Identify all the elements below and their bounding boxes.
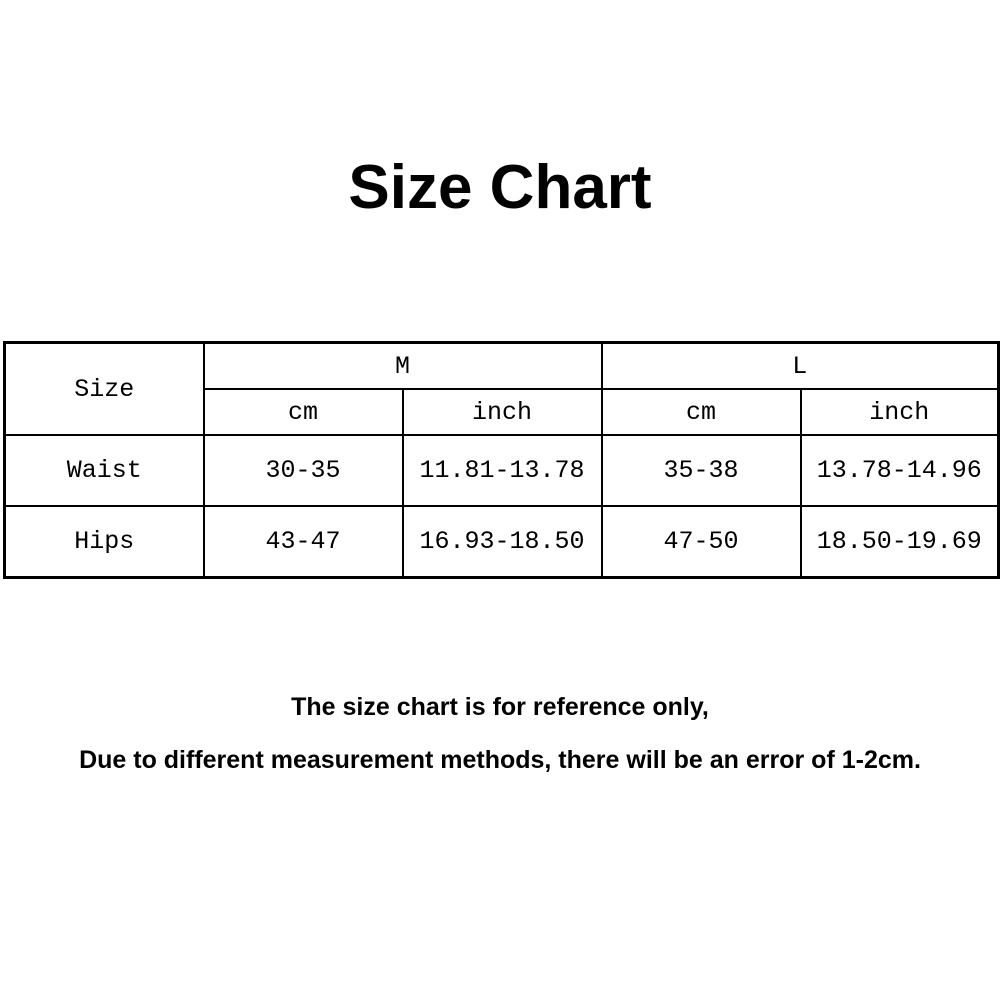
table-row: Waist 30-35 11.81-13.78 35-38 13.78-14.9… [3, 434, 1000, 507]
unit-header: inch [401, 388, 603, 436]
table-cell: 30-35 [202, 434, 404, 507]
size-table: Size M L cm inch cm inch Waist 30-35 11.… [3, 341, 1000, 579]
table-row: Hips 43-47 16.93-18.50 47-50 18.50-19.69 [3, 505, 1000, 579]
table-cell: 13.78-14.96 [799, 434, 1000, 507]
corner-header: Size [3, 341, 205, 436]
table-cell: 43-47 [202, 505, 404, 579]
reference-note: The size chart is for reference only, [291, 693, 709, 721]
row-label: Hips [3, 505, 205, 579]
table-cell: 16.93-18.50 [401, 505, 603, 579]
table-cell: 35-38 [600, 434, 802, 507]
error-note: Due to different measurement methods, th… [79, 746, 921, 774]
group-header-l: L [600, 341, 1000, 390]
unit-header: cm [600, 388, 802, 436]
table-cell: 18.50-19.69 [799, 505, 1000, 579]
group-header-m: M [202, 341, 603, 390]
unit-header: inch [799, 388, 1000, 436]
group-header-row: Size M L [3, 341, 1000, 436]
row-label: Waist [3, 434, 205, 507]
table-cell: 47-50 [600, 505, 802, 579]
unit-header-row: cm inch cm inch [5, 388, 1000, 436]
unit-header: cm [202, 388, 404, 436]
table-cell: 11.81-13.78 [401, 434, 603, 507]
page-title: Size Chart [348, 153, 652, 222]
